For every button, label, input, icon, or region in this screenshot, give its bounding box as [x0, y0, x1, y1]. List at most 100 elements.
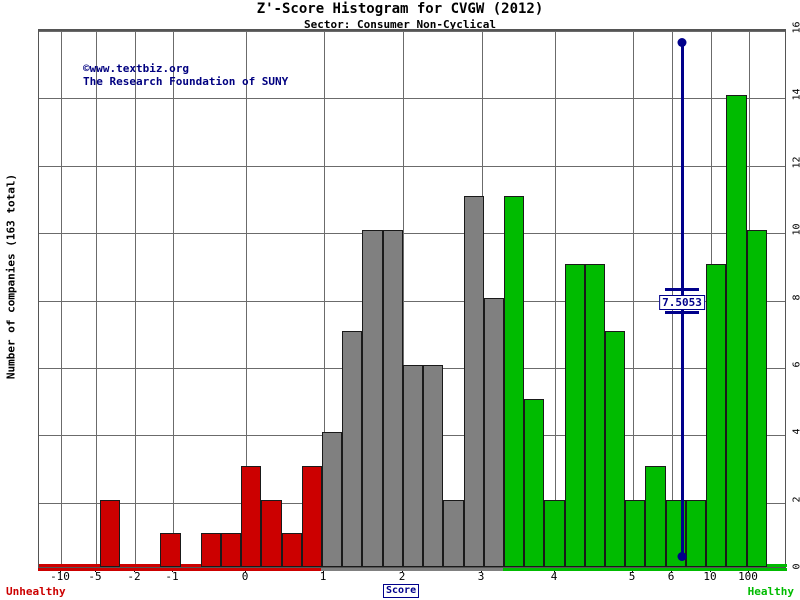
baseline-segment	[199, 568, 221, 571]
histogram-bar	[685, 499, 707, 567]
baseline-segment	[705, 568, 726, 571]
histogram-bar	[766, 564, 787, 567]
baseline-segment	[98, 568, 120, 571]
histogram-bar	[99, 499, 120, 567]
gridline-x--1	[173, 31, 174, 567]
x-tick-3: 3	[477, 570, 485, 583]
gridline-x-2	[403, 31, 404, 567]
baseline-segment	[422, 568, 443, 571]
y-tick-label: 16	[791, 21, 800, 34]
y-tick-label: 10	[791, 223, 800, 236]
baseline-segment	[644, 568, 666, 571]
x-tick-100: 100	[738, 570, 758, 583]
y-tick-label: 12	[791, 156, 800, 169]
gridline-y-10	[39, 233, 785, 235]
baseline-segment	[462, 568, 484, 571]
marker-top-dot	[677, 38, 687, 47]
watermark-line-2: The Research Foundation of SUNY	[83, 75, 289, 88]
histogram-bar	[483, 297, 504, 567]
baseline-segment	[543, 568, 565, 571]
histogram-bar	[301, 465, 322, 567]
histogram-bar	[119, 564, 141, 567]
histogram-bar	[665, 499, 686, 567]
baseline-segment	[118, 568, 140, 571]
histogram-bar	[241, 465, 262, 567]
x-tick--5: -5	[88, 570, 102, 583]
x-tick--10: -10	[50, 570, 70, 583]
watermark-line-1: ©www.textbiz.org	[83, 62, 189, 75]
baseline-segment	[341, 568, 363, 571]
gridline-x-0	[246, 31, 247, 567]
marker-cap-top	[665, 287, 699, 291]
gridline-x--10	[61, 31, 62, 567]
baseline-segment	[58, 568, 80, 571]
x-tick-5: 5	[628, 570, 636, 583]
histogram-bar	[160, 533, 181, 567]
baseline-segment	[765, 568, 787, 571]
marker-bottom-dot	[677, 552, 687, 561]
gridline-y-14	[39, 98, 785, 100]
histogram-bar	[544, 499, 565, 567]
histogram-bar	[382, 230, 403, 567]
baseline-segment	[624, 568, 646, 571]
histogram-bar	[524, 398, 545, 567]
histogram-bar	[726, 95, 747, 567]
baseline-segment	[280, 568, 302, 571]
y-tick-14: 14	[790, 88, 800, 101]
x-tick--2: -2	[127, 570, 141, 583]
histogram-bar	[503, 196, 525, 567]
histogram-bar	[362, 230, 383, 567]
histogram-bar	[39, 564, 60, 567]
baseline-segment	[139, 568, 160, 571]
y-tick-label: 4	[792, 425, 800, 439]
gridline-x-1	[324, 31, 325, 567]
histogram-bar	[180, 564, 201, 567]
histogram-bar	[79, 564, 100, 567]
histogram-bar	[605, 331, 626, 567]
x-tick--1: -1	[165, 570, 179, 583]
y-tick-8: 8	[790, 292, 800, 303]
histogram-bar	[322, 432, 343, 567]
y-tick-label: 14	[791, 88, 800, 101]
gridline-x--2	[135, 31, 136, 567]
chart-title: Z'-Score Histogram for CVGW (2012)	[256, 1, 544, 17]
x-tick-1: 1	[319, 570, 327, 583]
gridline-x-5	[633, 31, 634, 567]
baseline-segment	[78, 568, 100, 571]
x-tick-6: 6	[667, 570, 675, 583]
y-tick-0: 0	[790, 561, 800, 572]
histogram-bar	[261, 499, 282, 567]
chart-subtitle: Sector: Consumer Non-Cyclical	[303, 18, 497, 31]
baseline-segment	[219, 568, 241, 571]
x-tick-10: 10	[703, 570, 717, 583]
histogram-bar	[200, 533, 221, 567]
baseline-segment	[684, 568, 706, 571]
baseline-segment	[523, 568, 544, 571]
y-tick-label: 6	[792, 357, 800, 371]
baseline-segment	[381, 568, 403, 571]
baseline-segment	[38, 568, 59, 571]
marker-value-label: 7.5053	[659, 294, 705, 310]
histogram-bar	[443, 499, 464, 567]
unhealthy-label: Unhealthy	[6, 585, 66, 598]
score-axis-label: Score	[383, 584, 420, 598]
baseline-segment	[159, 568, 181, 571]
baseline-segment	[604, 568, 625, 571]
baseline-segment	[563, 568, 585, 571]
baseline-segment	[583, 568, 605, 571]
histogram-bar	[584, 263, 606, 567]
histogram-bar	[706, 263, 727, 567]
y-axis-label: Number of companies (163 total)	[4, 173, 18, 380]
y-tick-4: 4	[790, 426, 800, 437]
histogram-bar	[140, 564, 161, 567]
y-tick-6: 6	[790, 359, 800, 370]
y-tick-12: 12	[790, 156, 800, 169]
healthy-label: Healthy	[747, 585, 794, 598]
x-tick-2: 2	[398, 570, 406, 583]
y-tick-label: 2	[792, 492, 800, 506]
gridline-x-4	[555, 31, 556, 567]
y-tick-label: 8	[792, 290, 800, 304]
gridline-x--5	[96, 31, 97, 567]
histogram-bar	[564, 263, 585, 567]
histogram-bar	[281, 533, 302, 567]
